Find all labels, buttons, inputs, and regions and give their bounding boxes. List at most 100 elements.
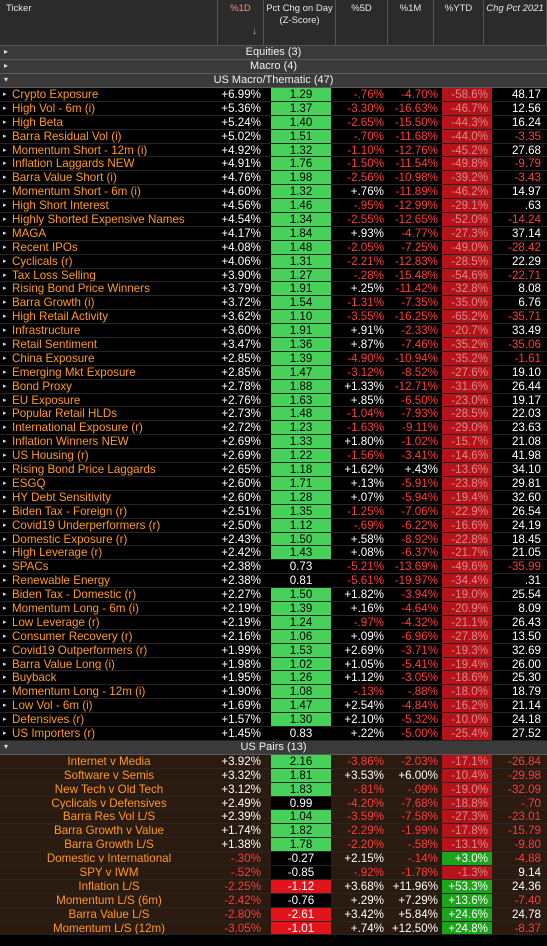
row-expand-icon[interactable]: ▸ xyxy=(3,479,7,487)
table-row[interactable]: ▸ Biden Tax - Domestic (r) +2.27% 1.50 +1.82… xyxy=(0,588,547,602)
row-expand-icon[interactable]: ▸ xyxy=(3,660,7,668)
row-expand-icon[interactable]: ▸ xyxy=(3,104,7,112)
group-macro[interactable]: ▸ Macro (4) xyxy=(0,60,547,74)
table-row[interactable]: ▸ High Vol - 6m (i) +5.36% 1.37 -3.30% -16.63… xyxy=(0,101,547,116)
row-expand-icon[interactable]: ▸ xyxy=(3,327,7,335)
row-expand-icon[interactable]: ▸ xyxy=(3,618,7,626)
table-row[interactable]: ▸ Barra Growth (i) +3.72% 1.54 -1.31% -7.35% -… xyxy=(0,296,547,311)
row-expand-icon[interactable]: ▸ xyxy=(3,313,7,321)
table-row[interactable]: Barra Res Vol L/S +2.39% 1.04 -3.59% -7.58% -… xyxy=(0,810,547,825)
table-row[interactable]: ▸ Momentum Long - 12m (i) +1.90% 1.08 -.13% -… xyxy=(0,685,547,700)
row-expand-icon[interactable]: ▸ xyxy=(3,216,7,224)
table-row[interactable]: ▸ Inflation Laggards NEW +4.91% 1.76 -1.50% -… xyxy=(0,157,547,172)
row-expand-icon[interactable]: ▸ xyxy=(3,563,7,571)
row-expand-icon[interactable]: ▸ xyxy=(3,646,7,654)
table-row[interactable]: ▸ Barra Residual Vol (i) +5.02% 1.51 -.70% -1… xyxy=(0,129,547,144)
table-row[interactable]: Barra Value L/S -2.80% -2.61 +3.42% +5.84% +2… xyxy=(0,907,547,922)
row-expand-icon[interactable]: ▸ xyxy=(3,146,7,154)
row-expand-icon[interactable]: ▸ xyxy=(3,591,7,599)
table-row[interactable]: ▸ US Housing (r) +2.69% 1.22 -1.56% -3.41% -14… xyxy=(0,449,547,464)
table-row[interactable]: ▸ Retail Sentiment +3.47% 1.36 +.87% -7.46% -3… xyxy=(0,338,547,352)
row-expand-icon[interactable]: ▸ xyxy=(3,271,7,279)
row-expand-icon[interactable]: ▸ xyxy=(3,132,7,140)
row-expand-icon[interactable]: ▸ xyxy=(3,604,7,612)
table-row[interactable]: ▸ Bond Proxy +2.78% 1.88 +1.33% -12.71% -31.6%… xyxy=(0,379,547,394)
table-row[interactable]: Inflation L/S -2.25% -1.12 +3.68% +11.96% +53… xyxy=(0,879,547,894)
table-row[interactable]: Software v Semis +3.32% 1.81 +3.53% +6.00% -1… xyxy=(0,768,547,783)
col-zscore[interactable]: Pct Chg on Day (Z-Score) xyxy=(264,0,336,45)
row-expand-icon[interactable]: ▸ xyxy=(3,118,7,126)
row-expand-icon[interactable]: ▸ xyxy=(3,382,7,390)
row-expand-icon[interactable]: ▸ xyxy=(3,91,7,98)
table-row[interactable]: ▸ ESGQ +2.60% 1.71 +.13% -5.91% -23.8% 29.81 xyxy=(0,476,547,491)
table-row[interactable]: ▸ MAGA +4.17% 1.84 +.93% -4.77% -27.3% 37.14 xyxy=(0,226,547,241)
table-row[interactable]: Barra Growth L/S +1.38% 1.78 -2.20% -.58% -13… xyxy=(0,838,547,853)
table-row[interactable]: Cyclicals v Defensives +2.49% 0.99 -4.20% -7… xyxy=(0,796,547,811)
row-expand-icon[interactable]: ▸ xyxy=(3,160,7,168)
row-expand-icon[interactable]: ▸ xyxy=(3,535,7,543)
table-row[interactable]: ▸ Inflation Winners NEW +2.69% 1.33 +1.80% -1… xyxy=(0,435,547,450)
table-row[interactable]: SPY v IWM -.52% -0.85 -.92% -1.78% -1.3% 9.14 xyxy=(0,865,547,880)
row-expand-icon[interactable]: ▸ xyxy=(3,410,7,418)
row-expand-icon[interactable]: ▸ xyxy=(3,438,7,446)
row-expand-icon[interactable]: ▸ xyxy=(3,229,7,237)
row-expand-icon[interactable]: ▸ xyxy=(3,257,7,265)
row-expand-icon[interactable]: ▸ xyxy=(3,424,7,432)
table-row[interactable]: ▸ Rising Bond Price Winners +3.79% 1.91 +.25… xyxy=(0,282,547,297)
table-row[interactable]: ▸ Consumer Recovery (r) +2.16% 1.06 +.09% -6.… xyxy=(0,629,547,644)
table-row[interactable]: ▸ US Importers (r) +1.45% 0.83 +.22% -5.00% -2… xyxy=(0,726,547,741)
table-row[interactable]: ▸ Momentum Long - 6m (i) +2.19% 1.39 +.16% -4… xyxy=(0,601,547,616)
table-row[interactable]: ▸ Infrastructure +3.60% 1.91 +.91% -2.33% -20.… xyxy=(0,324,547,339)
row-expand-icon[interactable]: ▸ xyxy=(3,368,7,376)
col-ticker[interactable]: Ticker xyxy=(0,0,218,45)
col-1m[interactable]: %1M xyxy=(388,0,434,45)
table-row[interactable]: Barra Growth v Value +1.74% 1.82 -2.29% -1.9… xyxy=(0,824,547,839)
table-row[interactable]: ▸ High Retail Activity +3.62% 1.10 -3.55% -16… xyxy=(0,310,547,325)
table-row[interactable]: ▸ Recent IPOs +4.08% 1.48 -2.05% -7.25% -49.0%… xyxy=(0,240,547,255)
table-row[interactable]: ▸ Tax Loss Selling +3.90% 1.27 -.28% -15.48% -… xyxy=(0,268,547,283)
row-expand-icon[interactable]: ▸ xyxy=(3,702,7,710)
table-row[interactable]: ▸ Emerging Mkt Exposure +2.85% 1.47 -3.12% -8… xyxy=(0,365,547,380)
table-row[interactable]: ▸ International Exposure (r) +2.72% 1.23 -1.… xyxy=(0,421,547,436)
row-expand-icon[interactable]: ▸ xyxy=(3,632,7,640)
table-row[interactable]: Momentum L/S (12m) -3.05% -1.01 +.74% +12.50… xyxy=(0,921,547,936)
table-row[interactable]: Momentum L/S (6m) -2.42% -0.76 +.29% +7.29% +… xyxy=(0,893,547,908)
table-row[interactable]: ▸ Crypto Exposure +6.99% 1.29 -.76% -4.70% -58… xyxy=(0,88,547,102)
row-expand-icon[interactable]: ▸ xyxy=(3,188,7,196)
table-row[interactable]: ▸ HY Debt Sensitivity +2.60% 1.28 +.07% -5.94… xyxy=(0,490,547,505)
table-row[interactable]: ▸ China Exposure +2.85% 1.39 -4.90% -10.94% -3… xyxy=(0,351,547,366)
row-expand-icon[interactable]: ▸ xyxy=(3,729,7,737)
row-expand-icon[interactable]: ▸ xyxy=(3,688,7,696)
table-row[interactable]: ▸ Buyback +1.95% 1.26 +1.12% -3.05% -18.6% 25.3… xyxy=(0,671,547,686)
group-us-macro[interactable]: ▾ US Macro/Thematic (47) xyxy=(0,74,547,88)
row-expand-icon[interactable]: ▸ xyxy=(3,396,7,404)
table-row[interactable]: ▸ Domestic Exposure (r) +2.43% 1.50 +.58% -8.… xyxy=(0,532,547,547)
row-expand-icon[interactable]: ▸ xyxy=(3,674,7,682)
group-equities[interactable]: ▸ Equities (3) xyxy=(0,46,547,60)
table-row[interactable]: ▸ Low Vol - 6m (i) +1.69% 1.47 +2.54% -4.84% -… xyxy=(0,699,547,714)
row-expand-icon[interactable]: ▸ xyxy=(3,549,7,557)
row-expand-icon[interactable]: ▸ xyxy=(3,452,7,460)
row-expand-icon[interactable]: ▸ xyxy=(3,299,7,307)
table-row[interactable]: Internet v Media +3.92% 2.16 -3.86% -2.03% -1… xyxy=(0,754,547,769)
table-row[interactable]: ▸ Biden Tax - Foreign (r) +2.51% 1.35 -1.25%… xyxy=(0,504,547,519)
table-row[interactable]: ▸ Barra Value Short (i) +4.76% 1.98 -2.56% -1… xyxy=(0,171,547,186)
row-expand-icon[interactable]: ▸ xyxy=(3,493,7,501)
row-expand-icon[interactable]: ▸ xyxy=(3,507,7,515)
row-expand-icon[interactable]: ▸ xyxy=(3,466,7,474)
table-row[interactable]: ▸ EU Exposure +2.76% 1.63 +.85% -6.50% -23.0% 1… xyxy=(0,393,547,408)
table-row[interactable]: ▸ Momentum Short - 12m (i) +4.92% 1.32 -1.10… xyxy=(0,143,547,158)
group-us-pairs[interactable]: ▾ US Pairs (13) xyxy=(0,740,547,755)
table-row[interactable]: ▸ Covid19 Outperformers (r) +1.99% 1.53 +2.6… xyxy=(0,643,547,658)
col-1d[interactable]: %1D ↓ xyxy=(218,0,264,45)
row-expand-icon[interactable]: ▸ xyxy=(3,716,7,724)
row-expand-icon[interactable]: ▸ xyxy=(3,202,7,210)
col-2021[interactable]: Chg Pct 2021 xyxy=(484,0,547,45)
col-ytd[interactable]: %YTD xyxy=(434,0,484,45)
table-row[interactable]: ▸ Popular Retail HLDs +2.73% 1.48 -1.04% -7.9… xyxy=(0,407,547,422)
table-row[interactable]: ▸ SPACs +2.38% 0.73 -5.21% -13.69% -49.6% -35.9… xyxy=(0,560,547,575)
table-row[interactable]: ▸ Highly Shorted Expensive Names +4.54% 1.3… xyxy=(0,213,547,227)
row-expand-icon[interactable]: ▸ xyxy=(3,285,7,293)
table-row[interactable]: Domestic v International -.30% -0.27 +2.15%… xyxy=(0,852,547,866)
table-row[interactable]: ▸ Momentum Short - 6m (i) +4.60% 1.32 +.76% -… xyxy=(0,185,547,200)
